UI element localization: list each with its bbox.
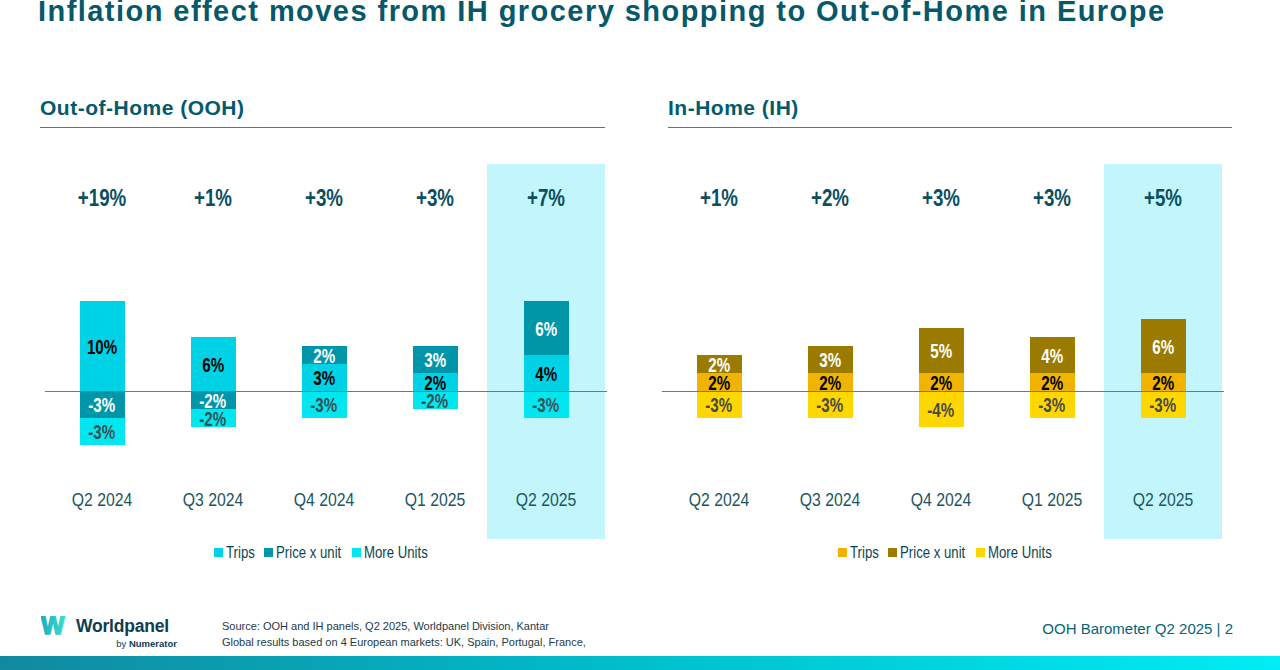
ih-total-q2-2025: +5% — [1120, 185, 1206, 211]
ih-legend-label: More Units — [988, 543, 1052, 562]
ooh-legend-swatch-price-x-unit — [264, 548, 273, 557]
ih-category-q3-2024: Q3 2024 — [784, 489, 875, 511]
ooh-bar-segment-more-units-q2-2024: -3% — [80, 418, 125, 445]
ih-legend-item-more-units: More Units — [976, 543, 1052, 562]
ooh-legend-item-price-x-unit: Price x unit — [264, 543, 341, 562]
ih-legend-swatch-more-units — [976, 548, 985, 557]
ih-legend-swatch-trips — [838, 548, 847, 557]
ooh-bar-segment-trips-q2-2025: 4% — [524, 355, 569, 391]
ih-bar-segment-trips-q4-2024: 2% — [919, 373, 964, 391]
ih-legend-label: Price x unit — [900, 543, 965, 562]
ooh-category-q2-2024: Q2 2024 — [56, 489, 147, 511]
ooh-bar-segment-trips-q3-2024: 6% — [191, 337, 236, 391]
ih-bar-segment-price-x-unit-q2-2025: 6% — [1141, 319, 1186, 373]
ih-total-q3-2024: +2% — [787, 185, 873, 211]
ooh-bar-segment-more-units-q3-2024: -2% — [191, 409, 236, 427]
ih-category-q4-2024: Q4 2024 — [895, 489, 986, 511]
ooh-bar-segment-more-units-q4-2024: -3% — [302, 391, 347, 418]
chart-title-ooh: Out-of-Home (OOH) — [40, 96, 605, 128]
ih-bar-segment-price-x-unit-q2-2024: 2% — [697, 355, 742, 373]
svg-text:W: W — [41, 616, 65, 637]
legend-ooh: Trips Price x unit More Units — [38, 543, 603, 562]
ih-bar-segment-more-units-q4-2024: -4% — [919, 391, 964, 427]
source-line-1: Source: OOH and IH panels, Q2 2025, Worl… — [222, 618, 586, 634]
ih-bar-segment-trips-q3-2024: 2% — [808, 373, 853, 391]
ooh-legend-label: Trips — [226, 543, 255, 562]
ooh-bar-segment-more-units-q2-2025: -3% — [524, 391, 569, 418]
source-line-2: Global results based on 4 European marke… — [222, 634, 586, 650]
ooh-legend-label: Price x unit — [276, 543, 341, 562]
ooh-total-q2-2025: +7% — [503, 185, 589, 211]
ih-bar-segment-trips-q1-2025: 2% — [1030, 373, 1075, 391]
ih-total-q1-2025: +3% — [1009, 185, 1095, 211]
ih-legend-item-trips: Trips — [838, 543, 879, 562]
legend-ih: Trips Price x unit More Units — [662, 543, 1227, 562]
chart-title-ih: In-Home (IH) — [668, 96, 1232, 128]
ih-bar-segment-price-x-unit-q3-2024: 3% — [808, 346, 853, 373]
ooh-total-q2-2024: +19% — [59, 185, 145, 211]
ih-legend-label: Trips — [850, 543, 879, 562]
ooh-legend-swatch-trips — [214, 548, 223, 557]
ooh-bar-segment-trips-q4-2024: 3% — [302, 364, 347, 391]
logo-byline: by Numerator — [41, 638, 177, 649]
ooh-legend-swatch-more-units — [352, 548, 361, 557]
ooh-bar-segment-price-x-unit-q1-2025: 3% — [413, 346, 458, 373]
ih-category-q2-2025: Q2 2025 — [1117, 489, 1208, 511]
ooh-bar-segment-more-units-q1-2025: -2% — [413, 391, 458, 409]
ih-category-q1-2025: Q1 2025 — [1006, 489, 1097, 511]
ooh-total-q1-2025: +3% — [392, 185, 478, 211]
ooh-bar-segment-trips-q2-2024: 10% — [80, 301, 125, 391]
worldpanel-logo: W Worldpanel by Numerator — [41, 615, 177, 649]
ooh-total-q3-2024: +1% — [170, 185, 256, 211]
ih-bar-segment-more-units-q1-2025: -3% — [1030, 391, 1075, 418]
ih-bar-segment-price-x-unit-q1-2025: 4% — [1030, 337, 1075, 373]
source-note: Source: OOH and IH panels, Q2 2025, Worl… — [222, 618, 586, 650]
ooh-bar-segment-price-x-unit-q4-2024: 2% — [302, 346, 347, 364]
ih-bar-segment-trips-q2-2024: 2% — [697, 373, 742, 391]
ooh-category-q3-2024: Q3 2024 — [167, 489, 258, 511]
ooh-category-q1-2025: Q1 2025 — [389, 489, 480, 511]
chart-ih: +1%2%2%-3%Q2 2024+2%2%3%-3%Q3 2024+3%2%5… — [662, 164, 1227, 539]
accent-bar — [0, 656, 1280, 670]
ih-legend-swatch-price-x-unit — [888, 548, 897, 557]
ooh-bar-segment-price-x-unit-q2-2024: -3% — [80, 391, 125, 418]
logo-name: Worldpanel — [76, 615, 169, 637]
ooh-category-q2-2025: Q2 2025 — [500, 489, 591, 511]
ooh-bar-segment-price-x-unit-q2-2025: 6% — [524, 301, 569, 355]
slide-title: Inflation effect moves from IH grocery s… — [38, 0, 1166, 28]
ih-legend-item-price-x-unit: Price x unit — [888, 543, 965, 562]
ooh-total-q4-2024: +3% — [281, 185, 367, 211]
ih-bar-segment-more-units-q2-2024: -3% — [697, 391, 742, 418]
ooh-category-q4-2024: Q4 2024 — [278, 489, 369, 511]
ih-total-q4-2024: +3% — [898, 185, 984, 211]
chart-ooh: +19%10%-3%-3%Q2 2024+1%6%-2%-2%Q3 2024+3… — [45, 164, 610, 539]
ooh-legend-item-more-units: More Units — [352, 543, 428, 562]
ooh-zero-axis — [45, 391, 607, 392]
ih-bar-segment-more-units-q3-2024: -3% — [808, 391, 853, 418]
ih-category-q2-2024: Q2 2024 — [673, 489, 764, 511]
ih-total-q2-2024: +1% — [676, 185, 762, 211]
ih-bar-segment-price-x-unit-q4-2024: 5% — [919, 328, 964, 373]
ooh-legend-item-trips: Trips — [214, 543, 255, 562]
ih-bar-segment-more-units-q2-2025: -3% — [1141, 391, 1186, 418]
page-label: OOH Barometer Q2 2025 | 2 — [1042, 620, 1233, 638]
ih-zero-axis — [662, 391, 1224, 392]
ih-bar-segment-trips-q2-2025: 2% — [1141, 373, 1186, 391]
ooh-legend-label: More Units — [364, 543, 428, 562]
worldpanel-logo-icon: W — [41, 616, 67, 637]
